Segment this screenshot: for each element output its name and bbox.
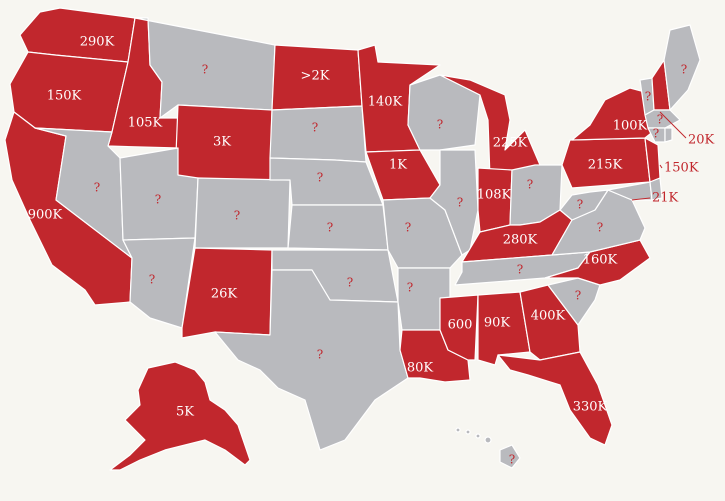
state-label-nd: >2K <box>301 69 330 84</box>
state-label-ma: ? <box>657 113 663 127</box>
state-label-in: 108K <box>477 188 512 203</box>
state-ak <box>109 361 251 471</box>
state-sc <box>547 277 601 326</box>
state-label-nj: 150K <box>664 161 699 176</box>
state-label-tn: ? <box>517 263 523 277</box>
leader-line-md <box>631 197 651 201</box>
state-hi-island <box>484 436 492 444</box>
state-label-ar: ? <box>407 281 413 295</box>
state-label-wy: 3K <box>213 135 231 150</box>
state-ks <box>287 204 389 251</box>
state-de <box>649 177 663 201</box>
state-ri <box>664 127 673 143</box>
state-label-nc: 160K <box>583 253 618 268</box>
state-label-nm: 26K <box>211 287 238 302</box>
state-label-pa: 215K <box>588 158 623 173</box>
state-label-wv: ? <box>577 198 583 212</box>
state-label-co: ? <box>234 209 240 223</box>
state-label-ca: 900K <box>28 208 63 223</box>
state-label-az: ? <box>149 273 155 287</box>
state-label-fl: 330K <box>573 400 608 415</box>
state-label-ia: 1K <box>389 158 407 173</box>
state-hi <box>499 444 521 469</box>
state-fl <box>497 351 613 446</box>
state-label-or: 150K <box>47 89 82 104</box>
state-label-sd: ? <box>312 121 318 135</box>
state-label-ne: ? <box>317 171 323 185</box>
state-label-ut: ? <box>155 193 161 207</box>
state-label-mn: 140K <box>368 95 403 110</box>
state-label-il: ? <box>457 196 463 210</box>
state-label-ak: 5K <box>176 405 194 420</box>
state-label-hi: ? <box>509 453 515 467</box>
state-label-me: ? <box>681 63 687 77</box>
state-label-ms: 600 <box>448 318 473 333</box>
state-hi-island <box>455 427 461 433</box>
state-label-ga: 400K <box>531 309 566 324</box>
state-label-sc: ? <box>575 289 581 303</box>
state-label-tx: ? <box>317 348 323 362</box>
state-label-ny: 100K <box>613 119 648 134</box>
state-label-mo: ? <box>405 221 411 235</box>
state-ny <box>571 87 656 141</box>
state-label-mi: 225K <box>493 136 528 151</box>
leader-line-nh <box>659 111 687 139</box>
state-mi <box>439 74 541 181</box>
state-label-ok: ? <box>347 276 353 290</box>
state-il <box>429 149 479 256</box>
state-label-md: 21K <box>652 191 679 206</box>
leader-line-nj <box>659 164 663 169</box>
state-label-al: 90K <box>484 316 511 331</box>
state-hi-island <box>465 429 471 435</box>
state-label-id: 105K <box>128 116 163 131</box>
state-label-mt: ? <box>202 63 208 77</box>
state-label-la: 80K <box>407 361 434 376</box>
state-label-nv: ? <box>94 181 100 195</box>
state-label-wa: 290K <box>80 35 115 50</box>
state-label-oh: ? <box>527 178 533 192</box>
state-nc <box>544 239 651 286</box>
state-hi-island <box>475 433 481 439</box>
state-label-nh: 20K <box>688 133 715 148</box>
state-label-vt: ? <box>645 90 651 104</box>
state-label-va: ? <box>597 221 603 235</box>
state-label-ct: ? <box>653 127 659 141</box>
state-tx <box>214 269 409 451</box>
state-label-ks: ? <box>327 221 333 235</box>
state-co <box>194 177 291 249</box>
state-label-wi: ? <box>437 118 443 132</box>
state-label-ky: 280K <box>503 233 538 248</box>
